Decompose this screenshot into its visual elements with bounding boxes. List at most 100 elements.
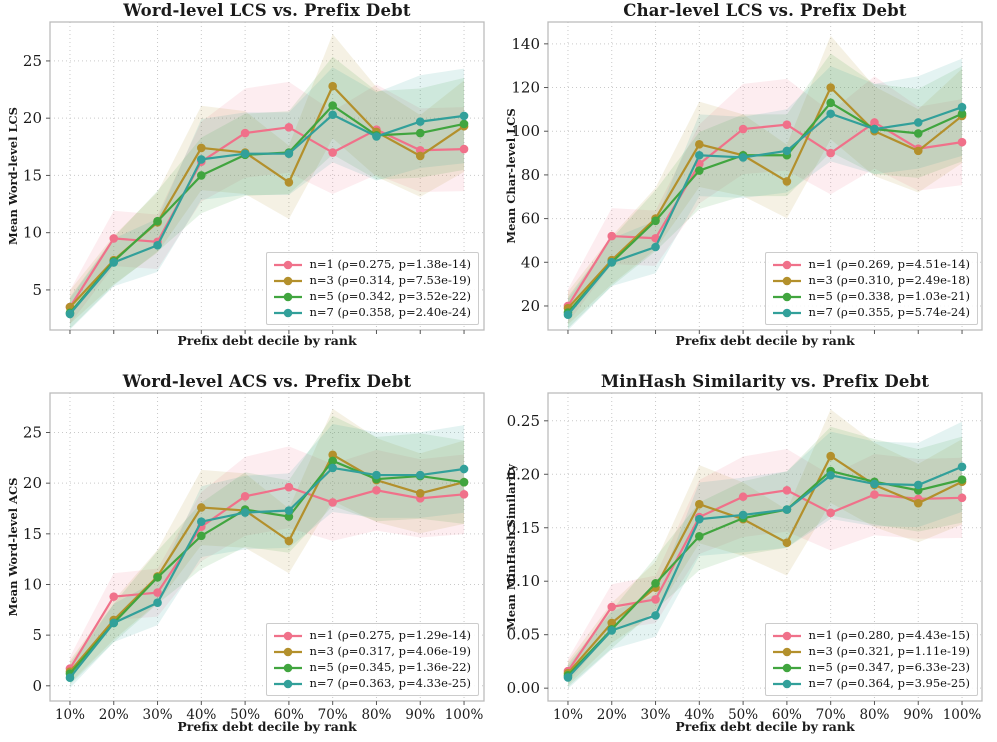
plot-border bbox=[547, 392, 983, 702]
legend-line-marker-icon bbox=[274, 276, 303, 285]
legend-line-marker-icon bbox=[773, 647, 802, 656]
data-point-marker bbox=[695, 140, 704, 149]
chart-title: MinHash Similarity vs. Prefix Debt bbox=[600, 372, 930, 391]
x-tick-label: 50% bbox=[728, 707, 758, 723]
legend-label: n=1 (ρ=0.275, p=1.38e-14) bbox=[309, 257, 471, 271]
series-line bbox=[69, 453, 465, 673]
data-point-marker bbox=[957, 109, 967, 119]
confidence-band-n=1 bbox=[567, 76, 963, 323]
data-point-marker bbox=[328, 498, 337, 507]
data-point-marker bbox=[459, 119, 469, 129]
tick-labels: 20 40 60 80 100 120 140 bbox=[511, 35, 540, 315]
data-point-marker bbox=[782, 486, 792, 495]
axis-ticks bbox=[544, 43, 963, 334]
legend-item: n=7 (ρ=0.355, p=5.74e-24) bbox=[772, 305, 970, 320]
plot-border bbox=[49, 21, 485, 331]
legend-item: n=3 (ρ=0.310, p=2.49e-18) bbox=[772, 273, 970, 288]
plot-area: 20 40 60 80 100 120 140 bbox=[511, 21, 983, 334]
data-point-marker bbox=[782, 146, 792, 156]
x-tick-label: 60% bbox=[274, 707, 304, 723]
gridlines bbox=[548, 393, 982, 701]
tick-labels: 5 10 15 20 25 bbox=[23, 52, 42, 299]
legend-item: n=3 (ρ=0.317, p=4.06e-19) bbox=[273, 644, 471, 659]
x-axis-label: Prefix debt decile by rank bbox=[675, 333, 855, 348]
y-tick-label: 25 bbox=[23, 52, 42, 70]
data-point-marker bbox=[109, 618, 119, 628]
legend-line-marker-icon bbox=[274, 292, 303, 301]
data-point-marker bbox=[913, 129, 923, 138]
legend-label: n=7 (ρ=0.364, p=3.95e-25) bbox=[808, 676, 970, 690]
data-point-marker bbox=[695, 532, 704, 541]
x-tick-label: 70% bbox=[816, 707, 846, 723]
confidence-band-n=1 bbox=[567, 449, 963, 684]
data-point-marker bbox=[109, 234, 119, 243]
legend-item: n=7 (ρ=0.358, p=2.40e-24) bbox=[273, 305, 471, 320]
data-point-marker bbox=[738, 124, 748, 134]
legend-item: n=3 (ρ=0.321, p=1.11e-19) bbox=[772, 644, 970, 659]
confidence-bands bbox=[69, 408, 465, 689]
y-tick-label: 10 bbox=[23, 224, 42, 242]
legend-item: n=5 (ρ=0.338, p=1.03e-21) bbox=[772, 289, 970, 304]
data-point-marker bbox=[197, 171, 206, 180]
series-n=7 bbox=[563, 102, 967, 320]
chart-title: Char-level LCS vs. Prefix Debt bbox=[623, 1, 907, 20]
legend-label: n=7 (ρ=0.358, p=2.40e-24) bbox=[309, 305, 471, 319]
confidence-band-n=3 bbox=[69, 34, 465, 324]
data-point-marker bbox=[563, 310, 573, 320]
data-point-marker bbox=[870, 479, 879, 489]
data-point-marker bbox=[913, 118, 923, 127]
data-point-marker bbox=[651, 579, 660, 588]
data-point-marker bbox=[65, 673, 75, 682]
y-tick-label: 0.10 bbox=[507, 572, 540, 590]
data-point-marker bbox=[695, 166, 704, 175]
y-tick-label: 15 bbox=[23, 166, 42, 184]
data-point-marker bbox=[826, 109, 835, 119]
legend-line-marker-icon bbox=[773, 308, 802, 317]
confidence-band-n=7 bbox=[69, 67, 465, 330]
series-line bbox=[567, 106, 963, 316]
legend-item: n=7 (ρ=0.364, p=3.95e-25) bbox=[772, 676, 970, 691]
data-point-marker bbox=[109, 258, 119, 267]
legend-label: n=1 (ρ=0.275, p=1.29e-14) bbox=[309, 628, 471, 642]
data-point-marker bbox=[957, 137, 967, 147]
legend-item: n=5 (ρ=0.347, p=6.33e-23) bbox=[772, 660, 970, 675]
legend: n=1 (ρ=0.275, p=1.38e-14) n=3 (ρ=0.314, p… bbox=[266, 252, 479, 325]
data-point-marker bbox=[695, 499, 704, 509]
x-tick-label: 20% bbox=[99, 707, 129, 723]
legend-item: n=1 (ρ=0.280, p=4.43e-15) bbox=[772, 628, 970, 643]
data-point-marker bbox=[415, 128, 425, 138]
data-point-marker bbox=[240, 508, 250, 517]
data-point-marker bbox=[328, 81, 337, 91]
data-point-marker bbox=[372, 132, 381, 141]
confidence-band-n=7 bbox=[567, 421, 963, 689]
data-point-marker bbox=[153, 573, 162, 582]
legend-label: n=1 (ρ=0.269, p=4.51e-14) bbox=[808, 257, 970, 271]
x-tick-label: 90% bbox=[405, 707, 435, 723]
x-tick-label: 10% bbox=[553, 707, 583, 723]
data-point-marker bbox=[372, 470, 381, 480]
data-point-marker bbox=[328, 456, 337, 466]
data-point-marker bbox=[328, 101, 337, 110]
x-tick-label: 40% bbox=[186, 707, 216, 723]
data-point-marker bbox=[957, 102, 967, 112]
legend-item: n=1 (ρ=0.269, p=4.51e-14) bbox=[772, 257, 970, 272]
legend-item: n=1 (ρ=0.275, p=1.38e-14) bbox=[273, 257, 471, 272]
y-tick-label: 10 bbox=[23, 575, 42, 593]
data-point-marker bbox=[738, 510, 748, 520]
legend-label: n=7 (ρ=0.363, p=4.33e-25) bbox=[309, 676, 471, 690]
data-point-marker bbox=[197, 531, 206, 541]
data-point-marker bbox=[415, 470, 425, 480]
legend-line-marker-icon bbox=[274, 647, 303, 656]
data-point-marker bbox=[415, 489, 425, 498]
data-point-marker bbox=[913, 480, 923, 490]
data-point-marker bbox=[826, 98, 835, 108]
data-point-marker bbox=[284, 536, 294, 546]
legend-item: n=5 (ρ=0.342, p=3.52e-22) bbox=[273, 289, 471, 304]
legend-label: n=3 (ρ=0.314, p=7.53e-19) bbox=[309, 273, 471, 287]
legend-line-marker-icon bbox=[773, 276, 802, 285]
tick-labels: 0 5 10 15 20 25 10% 20% 30% 40% 50% 60% 70% 80% 90% 100… bbox=[23, 424, 484, 723]
legend-item: n=1 (ρ=0.275, p=1.29e-14) bbox=[273, 628, 471, 643]
x-tick-label: 90% bbox=[903, 707, 933, 723]
legend-label: n=3 (ρ=0.321, p=1.11e-19) bbox=[808, 644, 970, 658]
